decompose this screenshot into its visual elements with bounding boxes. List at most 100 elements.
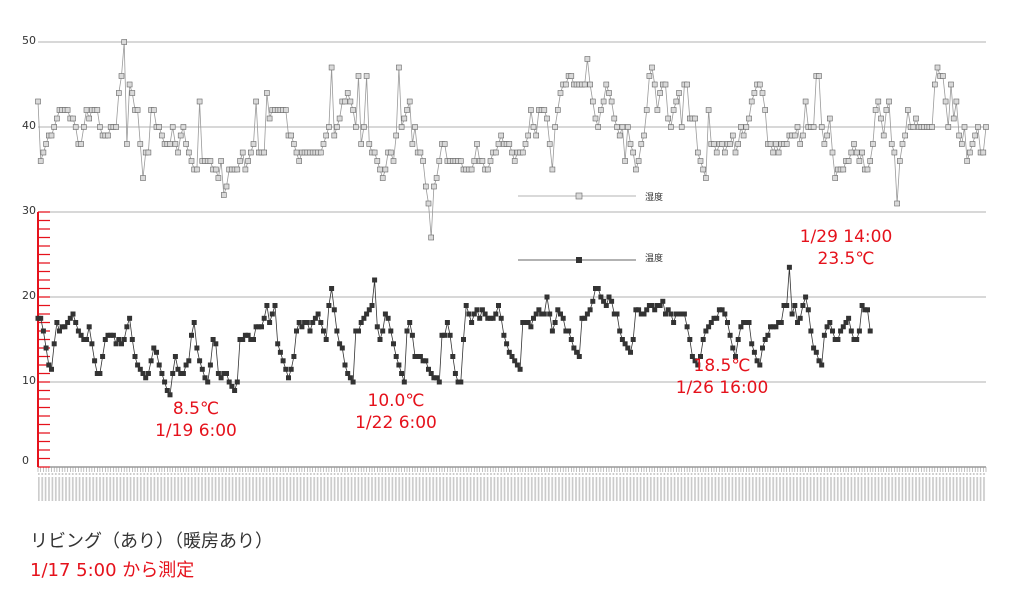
humidity-point: [966, 149, 973, 156]
humidity-point: [288, 132, 295, 139]
temperature-point: [711, 315, 717, 321]
humidity-point: [929, 124, 935, 130]
humidity-point: [975, 124, 981, 130]
humidity-point: [54, 115, 60, 122]
humidity-point: [829, 149, 836, 156]
temperature-point: [493, 311, 499, 317]
humidity-point: [282, 107, 289, 113]
grid-layer: [38, 41, 986, 383]
temperature-point: [840, 324, 846, 330]
humidity-point: [525, 132, 532, 139]
humidity-point: [735, 141, 742, 147]
humidity-point: [97, 124, 103, 130]
humidity-point: [894, 200, 900, 207]
humidity-point: [134, 107, 141, 113]
humidity-point: [821, 141, 828, 147]
humidity-point: [668, 124, 674, 130]
legend-temperature: 温度: [518, 252, 663, 264]
humidity-point: [633, 166, 639, 173]
temperature-point: [218, 375, 224, 381]
temperature-point: [563, 328, 569, 334]
humidity-point: [872, 107, 879, 113]
humidity-point: [291, 141, 297, 147]
humidity-point: [856, 158, 863, 164]
temperature-point: [175, 366, 181, 372]
y-tick-label: 40: [22, 119, 36, 132]
humidity-point: [622, 158, 628, 164]
humidity-point: [40, 149, 47, 156]
humidity-point: [832, 175, 839, 181]
temperature-point: [714, 315, 720, 321]
temperature-point: [808, 328, 814, 334]
temperature-point: [687, 337, 693, 342]
temperature-point: [248, 337, 254, 342]
temperature-point: [509, 354, 515, 359]
humidity-point: [51, 124, 58, 130]
temperature-point: [439, 332, 445, 338]
temperature-point: [673, 311, 679, 317]
temperature-point: [283, 366, 289, 372]
humidity-point: [940, 73, 946, 79]
caption-measurement-start: 1/17 5:00 から測定: [30, 560, 195, 581]
humidity-point: [159, 132, 165, 139]
humidity-point: [727, 141, 733, 147]
temperature-point: [393, 354, 399, 359]
temperature-point: [848, 328, 854, 334]
humidity-point: [175, 149, 181, 156]
temperature-point: [654, 303, 660, 308]
humidity-point: [428, 234, 435, 241]
temperature-point: [665, 307, 671, 313]
temperature-point: [391, 341, 396, 347]
humidity-point: [665, 115, 672, 122]
humidity-point: [422, 183, 429, 190]
humidity-point: [783, 141, 790, 147]
temperature-point: [689, 354, 695, 359]
humidity-point: [436, 158, 443, 164]
humidity-point: [207, 158, 214, 164]
series-line: [38, 267, 871, 396]
temperature-point: [215, 371, 221, 376]
temperature-point: [164, 388, 170, 393]
temperature-point: [356, 328, 361, 334]
humidity-point: [266, 115, 273, 122]
temperature-point: [124, 324, 130, 330]
temperature-point: [92, 358, 98, 364]
humidity-point: [934, 64, 941, 71]
temperature-point: [474, 307, 480, 313]
temperature-point: [291, 354, 297, 359]
humidity-point: [767, 141, 774, 147]
temperature-point: [496, 303, 501, 308]
humidity-point: [662, 81, 669, 88]
temperature-point: [461, 337, 466, 342]
humidity-point: [296, 158, 303, 164]
temperature-point: [307, 328, 313, 334]
temperature-point: [636, 307, 642, 313]
temperature-point: [657, 303, 663, 308]
humidity-point: [509, 149, 515, 156]
annotation-label: 8.5℃ 1/19 6:00: [155, 399, 237, 441]
temperature-point: [490, 315, 496, 321]
temperature-point: [374, 324, 380, 330]
humidity-point: [361, 124, 367, 130]
temperature-point: [684, 324, 690, 330]
temperature-point: [638, 311, 644, 317]
humidity-point: [956, 132, 962, 139]
temperature-point: [353, 328, 359, 334]
temperature-point: [706, 324, 712, 330]
humidity-point: [393, 132, 400, 139]
temperature-point: [70, 311, 76, 317]
temperature-point: [762, 337, 768, 342]
humidity-point: [649, 64, 655, 71]
temperature-point: [113, 341, 119, 347]
temperature-point: [520, 320, 526, 325]
humidity-point: [826, 115, 833, 122]
humidity-point: [358, 141, 365, 147]
legend-marker: [576, 257, 582, 263]
temperature-point: [259, 324, 264, 330]
temperature-point: [202, 375, 208, 381]
humidity-point: [891, 149, 898, 156]
temperature-point: [237, 337, 243, 342]
temperature-point: [859, 303, 865, 308]
temperature-point: [477, 315, 483, 321]
temperature-point: [498, 315, 504, 321]
